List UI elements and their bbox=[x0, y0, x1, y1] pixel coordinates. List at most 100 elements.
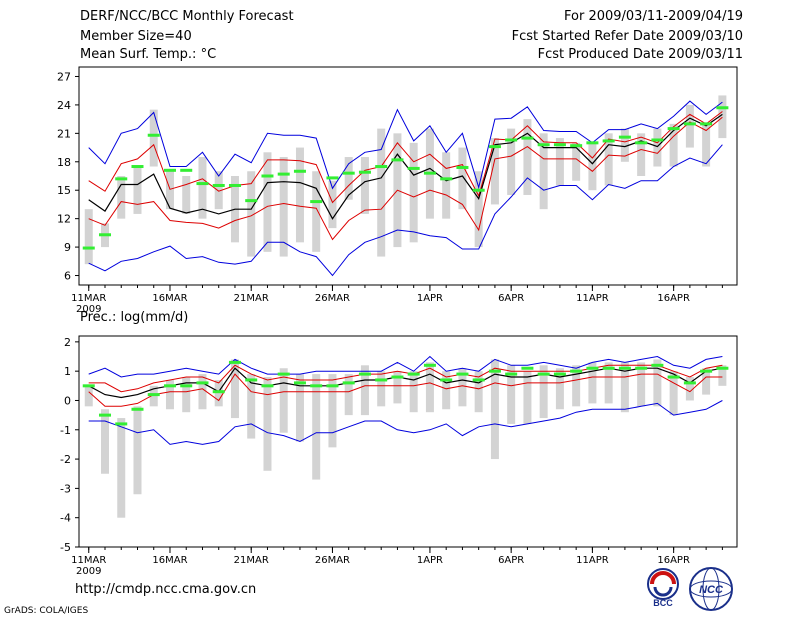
ensemble-box bbox=[555, 138, 564, 186]
ensemble-box bbox=[133, 166, 142, 214]
ensemble-box bbox=[247, 374, 256, 439]
median-marker bbox=[423, 171, 436, 175]
median-marker bbox=[245, 378, 258, 382]
y-tick-label: 9 bbox=[64, 241, 71, 254]
ensemble-box bbox=[133, 406, 142, 495]
median-marker bbox=[472, 378, 485, 382]
min-line bbox=[88, 144, 723, 277]
median-marker bbox=[488, 145, 501, 149]
median-marker bbox=[683, 122, 696, 126]
ensemble-box bbox=[442, 371, 451, 410]
lower-sd-line bbox=[88, 373, 723, 407]
x-tick-label: 11APR bbox=[576, 555, 609, 566]
median-marker bbox=[586, 141, 599, 145]
ensemble-box bbox=[360, 157, 369, 214]
median-marker bbox=[488, 369, 501, 373]
ensemble-box bbox=[165, 171, 174, 210]
median-marker bbox=[553, 143, 566, 147]
median-marker bbox=[618, 135, 631, 139]
ensemble-box bbox=[360, 365, 369, 416]
x-tick-label: 16MAR bbox=[152, 555, 187, 566]
ensemble-box bbox=[572, 365, 581, 407]
upper-sd-line bbox=[88, 111, 723, 204]
ensemble-box bbox=[588, 142, 597, 191]
median-marker bbox=[342, 381, 355, 385]
median-marker bbox=[326, 384, 339, 388]
grads-credit: GrADS: COLA/IGES bbox=[4, 606, 89, 616]
ensemble-box bbox=[182, 176, 191, 214]
median-marker bbox=[618, 366, 631, 370]
chart-title: DERF/NCC/BCC Monthly Forecast bbox=[80, 9, 294, 24]
ensemble-box bbox=[84, 385, 93, 407]
median-marker bbox=[683, 381, 696, 385]
median-marker bbox=[293, 381, 306, 385]
median-marker bbox=[456, 165, 469, 169]
ensemble-box bbox=[718, 365, 727, 386]
ensemble-box bbox=[279, 157, 288, 257]
upper-sd-line bbox=[88, 364, 723, 393]
ensemble-box bbox=[442, 152, 451, 219]
median-marker bbox=[310, 384, 323, 388]
median-marker bbox=[505, 372, 518, 376]
median-marker bbox=[537, 143, 550, 147]
y-tick-label: -4 bbox=[60, 512, 71, 525]
median-marker bbox=[716, 366, 729, 370]
median-marker bbox=[391, 158, 404, 162]
footer-url[interactable]: http://cmdp.ncc.cma.gov.cn bbox=[75, 582, 257, 597]
ensemble-box bbox=[490, 138, 499, 205]
ensemble-box bbox=[312, 171, 321, 252]
median-marker bbox=[505, 138, 518, 142]
median-marker bbox=[212, 183, 225, 187]
y-tick-label: 12 bbox=[57, 213, 71, 226]
ensemble-box bbox=[328, 374, 337, 448]
median-marker bbox=[651, 138, 664, 142]
variable-label: Mean Surf. Temp.: °C bbox=[80, 47, 217, 62]
ensemble-box bbox=[718, 95, 727, 139]
y-tick-label: 21 bbox=[57, 127, 71, 140]
median-marker bbox=[358, 170, 371, 174]
ensemble-box bbox=[685, 377, 694, 401]
median-marker bbox=[147, 133, 160, 137]
ensemble-box bbox=[377, 371, 386, 407]
ensemble-box bbox=[328, 180, 337, 229]
ensemble-box bbox=[637, 362, 646, 407]
x-tick-label: 16MAR bbox=[152, 293, 187, 304]
median-marker bbox=[635, 141, 648, 145]
ensemble-box bbox=[588, 362, 597, 404]
ensemble-box bbox=[507, 128, 516, 195]
ensemble-box bbox=[117, 176, 126, 219]
mean-line bbox=[88, 113, 723, 220]
member-size: Member Size=40 bbox=[80, 29, 192, 44]
x-tick-label: 26MAR bbox=[315, 293, 350, 304]
lower-sd-line bbox=[88, 116, 723, 241]
median-marker bbox=[277, 372, 290, 376]
ensemble-box bbox=[604, 133, 613, 186]
median-marker bbox=[115, 422, 128, 426]
y-tick-label: 2 bbox=[64, 336, 71, 349]
ensemble-box bbox=[149, 109, 158, 167]
ensemble-box bbox=[117, 418, 126, 518]
median-marker bbox=[391, 375, 404, 379]
x-tick-label: 21MAR bbox=[234, 293, 269, 304]
y-tick-label: 1 bbox=[64, 365, 71, 378]
y-tick-label: 6 bbox=[64, 270, 71, 283]
bcc-logo-text: BCC bbox=[653, 598, 673, 608]
median-marker bbox=[326, 176, 339, 180]
ensemble-box bbox=[409, 371, 418, 413]
median-marker bbox=[82, 246, 95, 250]
ensemble-box bbox=[685, 104, 694, 148]
y-tick-label: 27 bbox=[57, 70, 71, 83]
mean-line bbox=[88, 367, 723, 399]
median-marker bbox=[570, 144, 583, 148]
median-marker bbox=[245, 199, 258, 203]
started-date: Fcst Started Refer Date 2009/03/10 bbox=[511, 29, 743, 44]
ensemble-box bbox=[312, 374, 321, 480]
ensemble-box bbox=[572, 142, 581, 181]
median-marker bbox=[407, 372, 420, 376]
median-marker bbox=[228, 360, 241, 364]
x-year-label: 2009 bbox=[76, 304, 101, 315]
ensemble-box bbox=[604, 362, 613, 404]
ensemble-box bbox=[100, 409, 109, 474]
y-tick-label: -1 bbox=[60, 424, 71, 437]
